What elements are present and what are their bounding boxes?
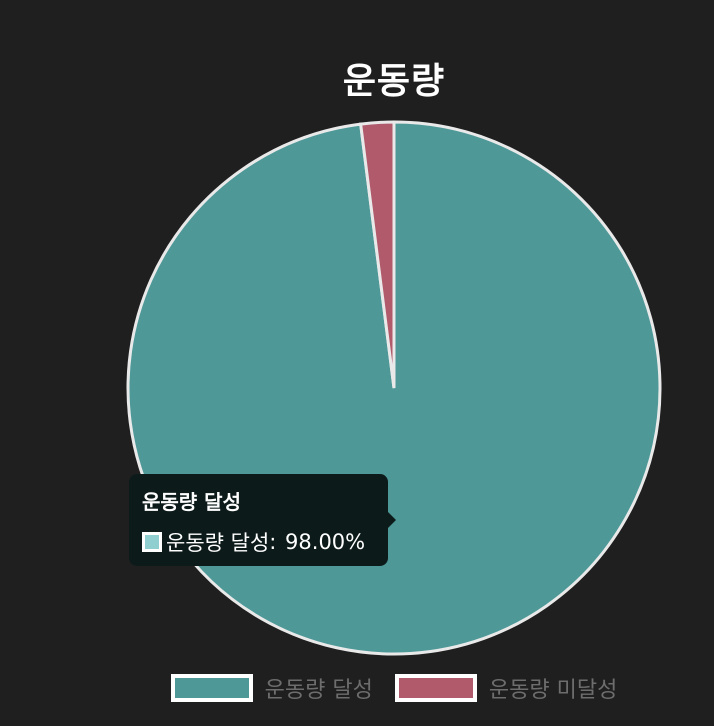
legend-swatch-not-achieved [394,674,477,702]
legend-label-not-achieved: 운동량 미달성 [488,678,618,703]
chart-title: 운동량 [342,61,446,102]
legend-item-not-achieved[interactable]: 운동량 미달성 [394,672,618,704]
legend-label-achieved: 운동량 달성 [264,678,373,703]
tooltip: 운동량 달성 운동량 달성: 98.00% [129,474,388,566]
tooltip-body: 운동량 달성: 98.00% [142,527,375,557]
tooltip-series-label: 운동량 달성 [166,531,270,555]
tooltip-title: 운동량 달성 [142,490,241,514]
tooltip-value: 98.00% [285,530,366,554]
legend-item-achieved[interactable]: 운동량 달성 [170,672,373,704]
pie-slice-1[interactable] [358,120,396,389]
tooltip-color-swatch [142,532,162,552]
tooltip-caret [388,512,396,528]
tooltip-separator: : [269,530,284,554]
legend-swatch-achieved [170,674,253,702]
legend: 운동량 달성 운동량 미달성 [0,673,714,703]
